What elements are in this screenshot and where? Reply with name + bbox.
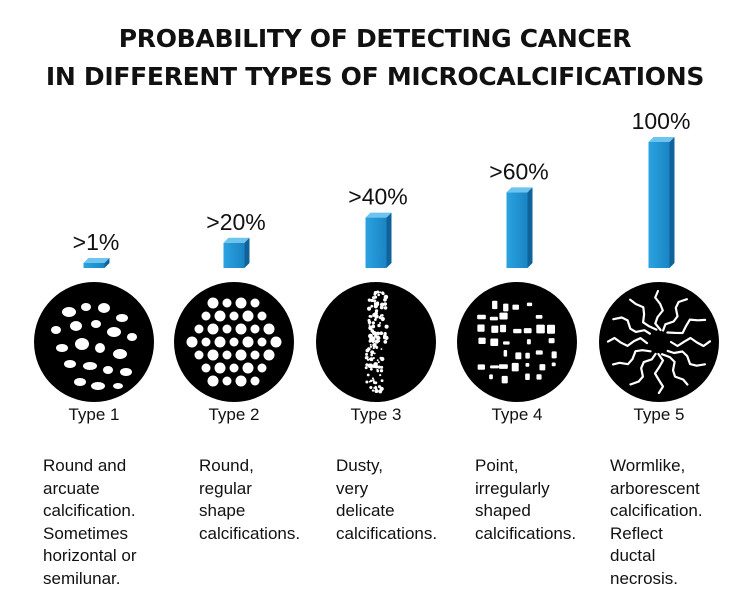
category-label-type-1: Type 1: [68, 405, 120, 424]
description-type-3: Dusty, very delicate calcifications.: [336, 455, 476, 545]
bar-side-face: [104, 258, 110, 268]
description-line: semilunar.: [43, 568, 121, 588]
bar-side-face: [669, 137, 675, 268]
bar-top-face: [83, 258, 110, 263]
value-label-2: >20%: [206, 209, 265, 235]
description-line: regular: [199, 478, 252, 498]
description-line: Sometimes: [43, 523, 129, 543]
wormlike-calcification-icon: [599, 282, 719, 402]
bar-front-face: [365, 217, 387, 268]
irregular-point-calcification-icon: [457, 282, 577, 402]
description-line: shaped: [475, 501, 531, 520]
bar-top-face: [223, 237, 250, 243]
description-line: calcifications.: [199, 523, 301, 543]
description-line: calcifications.: [475, 523, 577, 543]
bar-top-face: [365, 212, 392, 218]
category-label-type-4: Type 4: [491, 405, 543, 424]
description-line: Round,: [199, 456, 254, 475]
description-line: shape: [199, 501, 246, 520]
description-line: calcifications.: [336, 523, 438, 543]
description-line: very: [336, 478, 369, 498]
description-type-1: Round and arcuate calcification. Sometim…: [43, 455, 183, 590]
category-label-type-3: Type 3: [350, 405, 402, 424]
bar-top-face: [506, 187, 533, 193]
description-type-5: Wormlike, arborescent calcification. Ref…: [610, 455, 750, 590]
value-label-1: >1%: [73, 229, 120, 255]
description-line: Point,: [475, 456, 519, 475]
description-line: arcuate: [43, 478, 100, 498]
description-line: Wormlike,: [610, 456, 686, 475]
description-line: delicate: [336, 501, 395, 520]
value-label-3: >40%: [348, 184, 407, 210]
description-line: Round and: [43, 456, 127, 475]
description-line: horizontal or: [43, 546, 137, 565]
bar-5: [648, 137, 675, 268]
bar-2: [223, 237, 250, 268]
description-line: calcification.: [43, 501, 136, 520]
value-label-5: 100%: [632, 108, 691, 134]
description-line: ductal: [610, 546, 656, 565]
description-line: irregularly: [475, 478, 550, 498]
dusty-calcification-icon: [316, 282, 436, 402]
description-line: necrosis.: [610, 568, 679, 588]
description-type-4: Point, irregularly shaped calcifications…: [475, 455, 615, 545]
bar-front-face: [223, 242, 245, 268]
chart-title: PROBABILITY OF DETECTING CANCER IN DIFFE…: [0, 20, 750, 96]
description-line: arborescent: [610, 478, 700, 498]
bar-side-face: [244, 237, 250, 268]
bar-side-face: [386, 212, 392, 268]
category-label-type-2: Type 2: [208, 405, 260, 424]
title-line-2: IN DIFFERENT TYPES OF MICROCALCIFICATION…: [45, 62, 705, 91]
bar-3: [365, 212, 392, 268]
bar-front-face: [506, 192, 528, 268]
category-label-type-5: Type 5: [633, 405, 685, 424]
bar-side-face: [527, 187, 533, 268]
description-line: Dusty,: [336, 456, 383, 475]
bar-1: [83, 258, 110, 268]
description-type-2: Round, regular shape calcifications.: [199, 455, 339, 545]
title-line-1: PROBABILITY OF DETECTING CANCER: [118, 24, 632, 53]
bars-group: >1% >20% >40% >60% 100%: [73, 108, 691, 268]
bar-front-face: [648, 142, 670, 268]
bar-top-face: [648, 137, 675, 142]
round-arcuate-calcification-icon: [34, 282, 154, 402]
bar-front-face: [83, 263, 105, 268]
description-line: Reflect: [610, 523, 663, 543]
round-regular-calcification-icon: [174, 282, 294, 402]
icons-group: [34, 282, 719, 402]
description-line: calcification.: [610, 501, 703, 520]
value-label-4: >60%: [489, 158, 548, 184]
bar-4: [506, 187, 533, 268]
